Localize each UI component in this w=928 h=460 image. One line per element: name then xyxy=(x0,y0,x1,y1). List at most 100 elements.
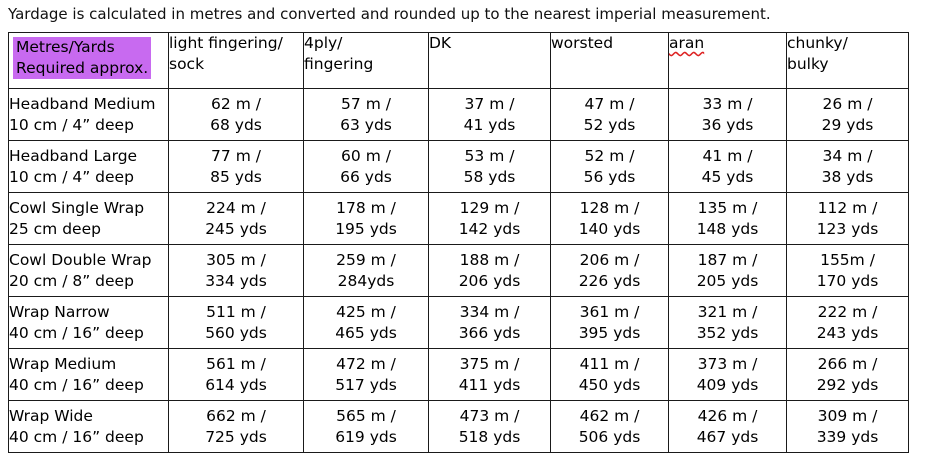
column-header-line1: DK xyxy=(429,34,452,52)
yards-value: 85 yds xyxy=(210,167,262,186)
column-header-line1: light fingering/ xyxy=(169,34,283,52)
column-header-chunky: chunky/ bulky xyxy=(786,32,909,89)
column-header-line1: worsted xyxy=(551,34,614,52)
table-row: Headband Large 10 cm / 4” deep 77 m / 85 yd… xyxy=(8,140,909,193)
metres-value: 41 m / xyxy=(702,146,753,165)
yards-value: 334 yds xyxy=(205,271,267,290)
metres-value: 112 m / xyxy=(817,198,878,217)
metres-value: 425 m / xyxy=(336,302,396,321)
metres-value: 411 m / xyxy=(579,354,640,373)
metres-value: 222 m / xyxy=(817,302,878,321)
yardage-cell-worsted: 361 m / 395 yds xyxy=(550,296,669,349)
metres-value: 53 m / xyxy=(464,146,515,165)
project-name: Headband Large xyxy=(9,146,138,165)
column-header-line2: fingering xyxy=(304,55,374,73)
metres-value: 462 m / xyxy=(579,406,640,425)
yards-value: 36 yds xyxy=(701,115,754,134)
yards-value: 226 yds xyxy=(578,271,641,290)
yards-value: 140 yds xyxy=(578,219,641,238)
yardage-cell-chunky: 112 m / 123 yds xyxy=(786,192,909,245)
yardage-cell-worsted: 462 m / 506 yds xyxy=(550,400,669,453)
project-cell: Headband Medium 10 cm / 4” deep xyxy=(8,88,169,141)
yardage-cell-4ply: 425 m / 465 yds xyxy=(303,296,429,349)
yards-value: 518 yds xyxy=(458,427,521,446)
metres-value: 561 m / xyxy=(206,354,266,373)
metres-value: 224 m / xyxy=(206,198,266,217)
yards-value: 517 yds xyxy=(335,375,397,394)
project-size: 10 cm / 4” deep xyxy=(9,167,134,186)
metres-value: 188 m / xyxy=(459,250,520,269)
metres-value: 57 m / xyxy=(341,94,391,113)
project-size: 40 cm / 16” deep xyxy=(9,323,144,342)
yards-value: 170 yds xyxy=(816,271,879,290)
project-size: 25 cm deep xyxy=(9,219,101,238)
yards-value: 142 yds xyxy=(458,219,521,238)
yardage-note: Yardage is calculated in metres and conv… xyxy=(8,5,771,23)
column-header-line1: chunky/ xyxy=(787,34,848,52)
yardage-cell-aran: 41 m / 45 yds xyxy=(668,140,787,193)
yards-value: 560 yds xyxy=(205,323,267,342)
metres-value: 37 m / xyxy=(464,94,515,113)
yardage-cell-light-fingering: 224 m / 245 yds xyxy=(168,192,304,245)
metres-value: 26 m / xyxy=(822,94,873,113)
metres-value: 155m / xyxy=(820,250,875,269)
yardage-cell-light-fingering: 511 m / 560 yds xyxy=(168,296,304,349)
metres-value: 206 m / xyxy=(579,250,640,269)
yardage-cell-aran: 426 m / 467 yds xyxy=(668,400,787,453)
metres-value: 33 m / xyxy=(702,94,753,113)
metres-value: 305 m / xyxy=(206,250,266,269)
column-header-line1: aran xyxy=(669,34,705,52)
project-size: 20 cm / 8” deep xyxy=(9,271,134,290)
yards-value: 339 yds xyxy=(816,427,879,446)
column-header-4ply: 4ply/ fingering xyxy=(303,32,429,89)
yardage-cell-light-fingering: 305 m / 334 yds xyxy=(168,244,304,297)
yardage-cell-light-fingering: 662 m / 725 yds xyxy=(168,400,304,453)
yards-value: 506 yds xyxy=(578,427,641,446)
yardage-cell-chunky: 34 m / 38 yds xyxy=(786,140,909,193)
table-row: Headband Medium 10 cm / 4” deep 62 m / 68 y… xyxy=(8,88,909,141)
metres-value: 426 m / xyxy=(697,406,758,425)
metres-value: 259 m / xyxy=(336,250,396,269)
project-cell: Cowl Single Wrap 25 cm deep xyxy=(8,192,169,245)
metres-value: 309 m / xyxy=(817,406,878,425)
column-header-light-fingering: light fingering/ sock xyxy=(168,32,304,89)
corner-header-cell: Metres/Yards Required approx. xyxy=(8,32,169,89)
metres-value: 473 m / xyxy=(459,406,520,425)
yardage-cell-aran: 373 m / 409 yds xyxy=(668,348,787,401)
metres-value: 52 m / xyxy=(584,146,635,165)
column-header-line2: bulky xyxy=(787,55,829,73)
project-name: Wrap Medium xyxy=(9,354,117,373)
metres-value: 511 m / xyxy=(206,302,266,321)
project-cell: Wrap Medium 40 cm / 16” deep xyxy=(8,348,169,401)
yardage-cell-worsted: 411 m / 450 yds xyxy=(550,348,669,401)
yardage-cell-4ply: 472 m / 517 yds xyxy=(303,348,429,401)
yardage-cell-dk: 188 m / 206 yds xyxy=(428,244,551,297)
yardage-table: Metres/Yards Required approx. light fing… xyxy=(8,32,909,453)
project-name: Cowl Double Wrap xyxy=(9,250,152,269)
yards-value: 58 yds xyxy=(463,167,516,186)
yardage-cell-light-fingering: 77 m / 85 yds xyxy=(168,140,304,193)
metres-value: 565 m / xyxy=(336,406,396,425)
yards-value: 619 yds xyxy=(335,427,397,446)
table-row: Cowl Single Wrap 25 cm deep 224 m / 245 yds… xyxy=(8,192,909,245)
yards-value: 467 yds xyxy=(696,427,759,446)
yards-value: 395 yds xyxy=(578,323,641,342)
metres-value: 334 m / xyxy=(459,302,520,321)
yards-value: 38 yds xyxy=(821,167,874,186)
metres-value: 60 m / xyxy=(341,146,391,165)
yardage-cell-dk: 375 m / 411 yds xyxy=(428,348,551,401)
project-name: Cowl Single Wrap xyxy=(9,198,145,217)
corner-highlight: Metres/Yards Required approx. xyxy=(13,37,152,79)
yardage-cell-aran: 33 m / 36 yds xyxy=(668,88,787,141)
metres-value: 77 m / xyxy=(211,146,261,165)
table-row: Cowl Double Wrap 20 cm / 8” deep 305 m / 33… xyxy=(8,244,909,297)
yardage-cell-4ply: 57 m / 63 yds xyxy=(303,88,429,141)
yards-value: 45 yds xyxy=(701,167,754,186)
yards-value: 725 yds xyxy=(205,427,267,446)
yardage-cell-dk: 334 m / 366 yds xyxy=(428,296,551,349)
yardage-cell-chunky: 155m / 170 yds xyxy=(786,244,909,297)
yardage-cell-aran: 321 m / 352 yds xyxy=(668,296,787,349)
header-row: Metres/Yards Required approx. light fing… xyxy=(8,32,909,89)
yardage-cell-dk: 53 m / 58 yds xyxy=(428,140,551,193)
yardage-cell-4ply: 565 m / 619 yds xyxy=(303,400,429,453)
